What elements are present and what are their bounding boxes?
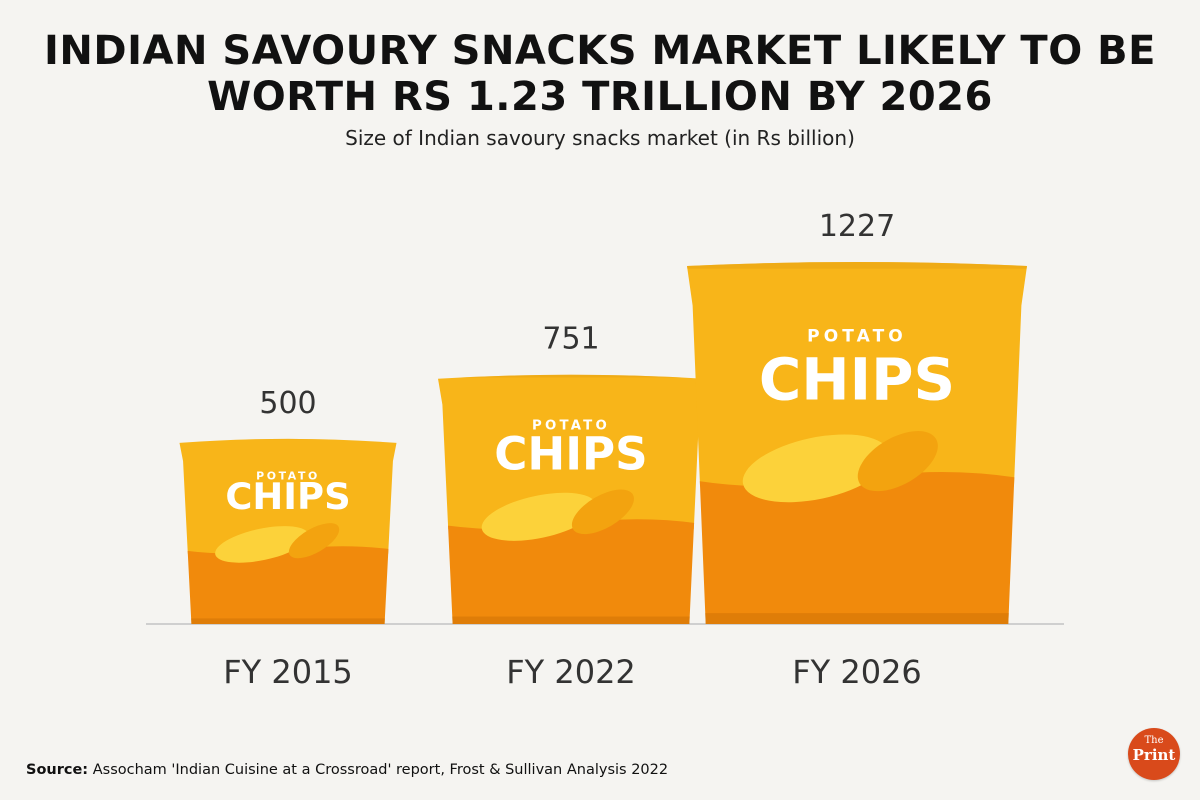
data-value-label: 1227 [819, 209, 895, 244]
bag-label-potato: POTATO [532, 419, 610, 434]
chip-shape [857, 431, 938, 492]
source-text: Assocham 'Indian Cuisine at a Crossroad'… [88, 762, 669, 778]
x-tick-label: FY 2015 [223, 653, 353, 691]
chip-shape [215, 526, 309, 563]
logo-text-print: Print [1132, 746, 1176, 764]
chip-shape [742, 434, 890, 503]
title-line-2: WORTH RS 1.23 TRILLION BY 2026 [207, 74, 993, 120]
source-label: Source: [26, 762, 89, 778]
bag-label-chips: CHIPS [759, 346, 955, 414]
bag-label-potato: POTATO [256, 470, 320, 483]
chart-title: INDIAN SAVOURY SNACKS MARKET LIKELY TO B… [0, 28, 1200, 120]
x-tick-label: FY 2022 [506, 653, 636, 691]
bag-label-chips: CHIPS [225, 475, 350, 518]
data-value-label: 500 [259, 386, 316, 421]
title-line-1: INDIAN SAVOURY SNACKS MARKET LIKELY TO B… [44, 28, 1156, 74]
bag-label-potato: POTATO [807, 327, 907, 347]
data-value-label: 751 [542, 322, 599, 357]
chart-subtitle: Size of Indian savoury snacks market (in… [345, 126, 855, 150]
theprint-logo: The Print [1128, 728, 1180, 780]
chip-shape [481, 492, 597, 541]
x-tick-label: FY 2026 [792, 653, 922, 691]
source-note: Source: Assocham 'Indian Cuisine at a Cr… [26, 762, 668, 778]
chip-shape [288, 523, 340, 559]
logo-text-the: The [1144, 735, 1164, 746]
bag-label-chips: CHIPS [494, 427, 647, 480]
chip-shape [571, 489, 634, 535]
